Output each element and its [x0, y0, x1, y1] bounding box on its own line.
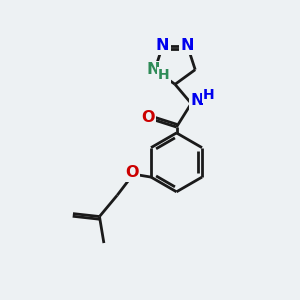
- Text: H: H: [203, 88, 215, 102]
- Text: N: N: [147, 62, 160, 77]
- Text: H: H: [158, 68, 170, 82]
- Text: O: O: [125, 165, 139, 180]
- Text: O: O: [141, 110, 154, 125]
- Text: N: N: [181, 38, 194, 53]
- Text: N: N: [191, 93, 205, 108]
- Text: N: N: [156, 38, 169, 53]
